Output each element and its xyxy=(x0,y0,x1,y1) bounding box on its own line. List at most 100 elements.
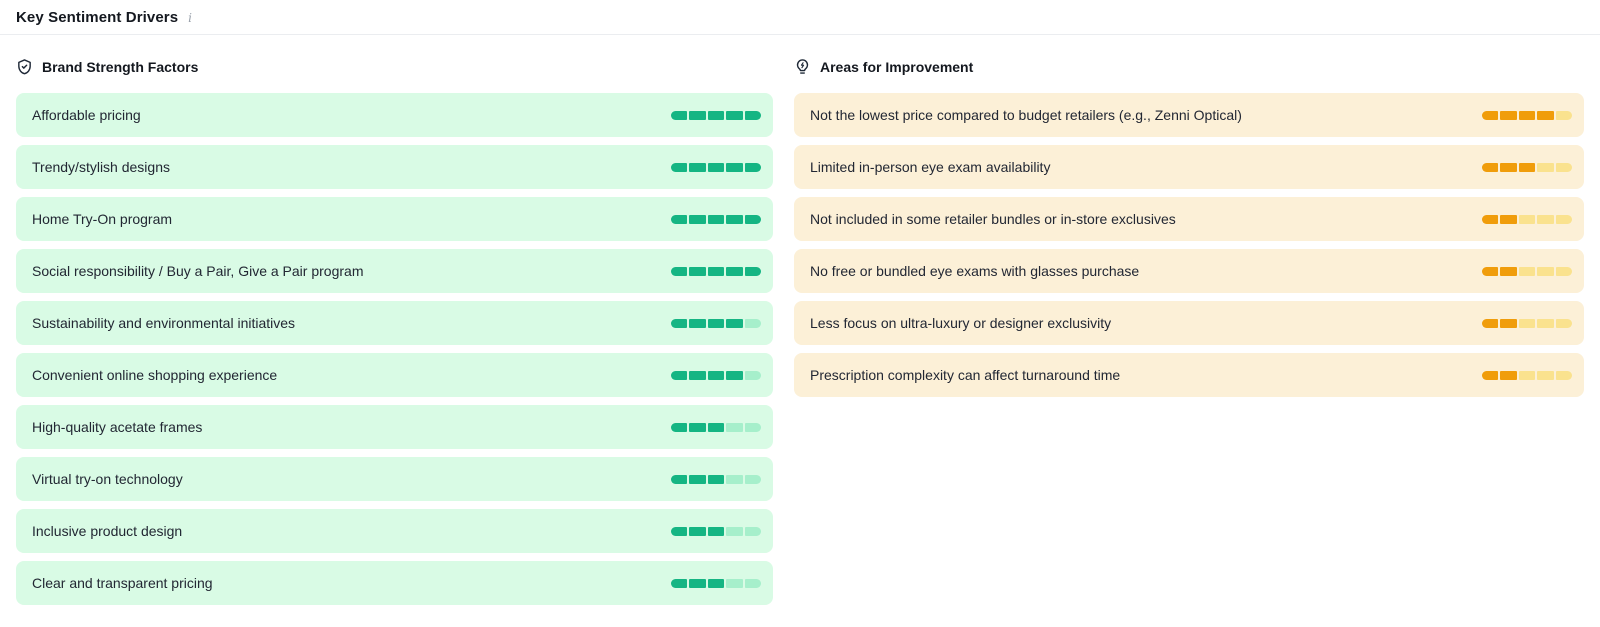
strength-bar xyxy=(1482,266,1573,276)
bar-segment xyxy=(1555,214,1573,224)
list-item: No free or bundled eye exams with glasse… xyxy=(794,249,1584,293)
strength-bar xyxy=(1482,214,1573,224)
bar-segment xyxy=(671,110,688,120)
widget-header: Key Sentiment Drivers i xyxy=(0,0,1600,34)
bar-segment xyxy=(671,422,688,432)
strength-bar xyxy=(671,214,762,224)
strength-bar xyxy=(671,526,762,536)
list-item: Clear and transparent pricing xyxy=(16,561,773,605)
list-item: Inclusive product design xyxy=(16,509,773,553)
bar-segment xyxy=(671,318,688,328)
bar-segment xyxy=(1537,162,1554,172)
row-label: No free or bundled eye exams with glasse… xyxy=(810,263,1140,279)
row-label: Not the lowest price compared to budget … xyxy=(810,107,1242,123)
bar-segment xyxy=(726,526,743,536)
bar-segment xyxy=(1537,370,1554,380)
bar-segment xyxy=(1537,214,1554,224)
bar-segment xyxy=(1537,110,1554,120)
bar-segment xyxy=(671,266,688,276)
bar-segment xyxy=(689,162,706,172)
bar-segment xyxy=(707,266,725,276)
list-item: Home Try-On program xyxy=(16,197,773,241)
bar-segment xyxy=(671,370,688,380)
strengths-list: Affordable pricing Trendy/stylish designs… xyxy=(16,93,773,605)
strengths-title: Brand Strength Factors xyxy=(42,59,199,75)
strength-bar xyxy=(671,318,762,328)
bar-segment xyxy=(689,318,706,328)
list-item: Prescription complexity can affect turna… xyxy=(794,353,1584,397)
bar-segment xyxy=(707,526,725,536)
row-label: Trendy/stylish designs xyxy=(32,159,170,175)
bar-segment xyxy=(671,526,688,536)
strength-bar xyxy=(671,162,762,172)
bar-segment xyxy=(707,422,725,432)
bar-segment xyxy=(671,214,688,224)
list-item: Sustainability and environmental initiat… xyxy=(16,301,773,345)
bar-segment xyxy=(744,266,762,276)
row-label: Inclusive product design xyxy=(32,523,183,539)
list-item: Trendy/stylish designs xyxy=(16,145,773,189)
list-item: Social responsibility / Buy a Pair, Give… xyxy=(16,249,773,293)
bar-segment xyxy=(744,162,762,172)
row-label: Social responsibility / Buy a Pair, Give… xyxy=(32,263,364,279)
improvements-header: Areas for Improvement xyxy=(794,57,1584,77)
info-icon[interactable]: i xyxy=(188,10,193,25)
strength-bar xyxy=(671,474,762,484)
bar-segment xyxy=(1482,266,1499,276)
bar-segment xyxy=(689,266,706,276)
bar-segment xyxy=(726,266,743,276)
bar-segment xyxy=(726,110,743,120)
bar-segment xyxy=(744,578,762,588)
bar-segment xyxy=(1518,162,1536,172)
strength-bar xyxy=(1482,318,1573,328)
list-item: High-quality acetate frames xyxy=(16,405,773,449)
bar-segment xyxy=(744,110,762,120)
bar-segment xyxy=(1500,214,1517,224)
page-title: Key Sentiment Drivers xyxy=(16,9,179,26)
strength-bar xyxy=(671,578,762,588)
bar-segment xyxy=(1518,318,1536,328)
bar-segment xyxy=(726,214,743,224)
bar-segment xyxy=(689,214,706,224)
row-label: Virtual try-on technology xyxy=(32,471,183,487)
strength-bar xyxy=(671,422,762,432)
bar-segment xyxy=(1500,266,1517,276)
list-item: Convenient online shopping experience xyxy=(16,353,773,397)
bar-segment xyxy=(689,370,706,380)
row-label: Less focus on ultra-luxury or designer e… xyxy=(810,315,1112,331)
bar-segment xyxy=(726,318,743,328)
shield-check-icon xyxy=(16,58,33,76)
bar-segment xyxy=(1537,318,1554,328)
bar-segment xyxy=(1555,318,1573,328)
bar-segment xyxy=(1500,318,1517,328)
bar-segment xyxy=(1482,162,1499,172)
strengths-column: Brand Strength Factors Affordable pricin… xyxy=(16,57,773,613)
bar-segment xyxy=(671,162,688,172)
bar-segment xyxy=(671,474,688,484)
bar-segment xyxy=(1500,110,1517,120)
bar-segment xyxy=(744,370,762,380)
bar-segment xyxy=(1482,370,1499,380)
bar-segment xyxy=(707,474,725,484)
bar-segment xyxy=(1482,318,1499,328)
list-item: Not the lowest price compared to budget … xyxy=(794,93,1584,137)
bar-segment xyxy=(707,162,725,172)
bar-segment xyxy=(1518,370,1536,380)
bar-segment xyxy=(1537,266,1554,276)
improvements-list: Not the lowest price compared to budget … xyxy=(794,93,1584,397)
header-divider xyxy=(0,34,1600,35)
bar-segment xyxy=(1518,266,1536,276)
strength-bar xyxy=(1482,370,1573,380)
bar-segment xyxy=(726,578,743,588)
row-label: Not included in some retailer bundles or… xyxy=(810,211,1176,227)
bar-segment xyxy=(726,162,743,172)
strength-bar xyxy=(1482,110,1573,120)
bar-segment xyxy=(707,318,725,328)
improvements-column: Areas for Improvement Not the lowest pri… xyxy=(794,57,1584,613)
list-item: Not included in some retailer bundles or… xyxy=(794,197,1584,241)
row-label: Convenient online shopping experience xyxy=(32,367,278,383)
bar-segment xyxy=(707,370,725,380)
bar-segment xyxy=(1518,214,1536,224)
strengths-header: Brand Strength Factors xyxy=(16,57,773,77)
sentiment-columns: Brand Strength Factors Affordable pricin… xyxy=(0,57,1600,613)
